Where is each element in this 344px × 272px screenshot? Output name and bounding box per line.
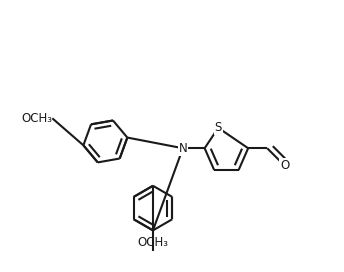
Text: OCH₃: OCH₃ bbox=[21, 112, 52, 125]
Text: OCH₃: OCH₃ bbox=[138, 236, 169, 249]
Text: O: O bbox=[280, 159, 290, 172]
Text: S: S bbox=[215, 121, 222, 134]
Text: N: N bbox=[179, 142, 187, 155]
